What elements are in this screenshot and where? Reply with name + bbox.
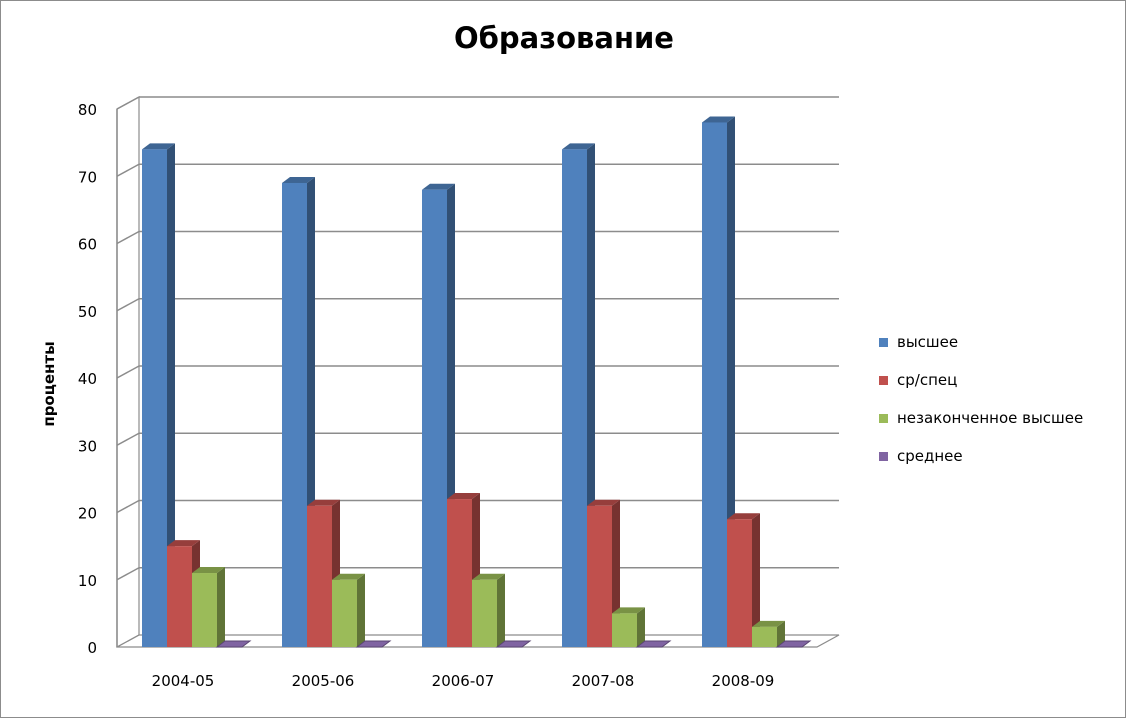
y-tick-label: 40 xyxy=(78,370,97,388)
bar xyxy=(142,149,167,647)
bar-top xyxy=(282,176,315,183)
x-tick-label: 2007-08 xyxy=(572,672,635,690)
bar xyxy=(727,519,752,647)
legend-label: ср/спец xyxy=(897,371,958,389)
bar xyxy=(447,499,472,647)
bar-top xyxy=(167,540,200,547)
bar xyxy=(752,626,777,647)
bar-top xyxy=(307,499,340,506)
y-tick-label: 50 xyxy=(78,303,97,321)
bar-side xyxy=(727,116,735,647)
bar-top xyxy=(192,567,225,574)
bar-top xyxy=(702,116,735,123)
legend-item: ср/спец xyxy=(879,361,1083,399)
bar xyxy=(635,640,672,648)
bar xyxy=(355,640,392,648)
gridline-diagonal xyxy=(116,96,140,110)
y-tick-label: 80 xyxy=(78,101,97,119)
bar-side xyxy=(777,620,785,647)
bar xyxy=(307,505,332,647)
gridline-diagonal xyxy=(116,567,140,581)
legend-swatch xyxy=(879,413,888,423)
bar xyxy=(422,189,447,647)
gridline-diagonal xyxy=(116,499,140,514)
bar xyxy=(215,640,252,648)
bar-top xyxy=(472,573,505,580)
bar-top xyxy=(447,493,480,500)
bar-side xyxy=(357,573,365,647)
legend-item: незаконченное высшее xyxy=(879,399,1083,437)
bar-top xyxy=(587,499,620,506)
legend-label: среднее xyxy=(897,447,963,465)
y-tick-label: 30 xyxy=(78,437,97,455)
gridline-diagonal xyxy=(116,365,140,379)
x-tick-label: 2006-07 xyxy=(432,672,495,690)
legend-label: незаконченное высшее xyxy=(897,409,1084,427)
bar-side xyxy=(167,143,175,647)
bar-top xyxy=(612,607,645,614)
legend-swatch xyxy=(879,375,888,385)
legend-label: высшее xyxy=(897,333,959,351)
bar-top xyxy=(142,143,175,150)
y-tick-label: 60 xyxy=(78,236,97,254)
gridline-diagonal xyxy=(116,163,140,177)
bar-side xyxy=(752,513,760,647)
gridline-diagonal xyxy=(116,298,140,312)
bar-top xyxy=(422,183,455,190)
bar-top xyxy=(727,513,760,520)
bar xyxy=(587,505,612,647)
bar xyxy=(612,613,637,647)
bar xyxy=(702,122,727,647)
legend: высшее ср/спец незаконченное высшее среднее xyxy=(879,323,1083,475)
y-tick-label: 70 xyxy=(78,168,97,186)
bar xyxy=(282,182,307,647)
legend-swatch xyxy=(879,337,888,347)
x-tick-label: 2004-05 xyxy=(152,672,215,690)
x-tick-label: 2008-09 xyxy=(712,672,775,690)
x-tick-label: 2005-06 xyxy=(292,672,355,690)
gridline-diagonal xyxy=(116,432,140,446)
y-tick-label: 0 xyxy=(87,639,97,657)
bar xyxy=(192,573,217,647)
legend-item: высшее xyxy=(879,323,1083,361)
bar xyxy=(562,149,587,647)
bar-top xyxy=(332,573,365,580)
legend-item: среднее xyxy=(879,437,1083,475)
bar-side xyxy=(497,573,505,647)
bar xyxy=(167,546,192,647)
bar-top xyxy=(752,620,785,627)
legend-swatch xyxy=(879,451,888,461)
y-tick-label: 10 xyxy=(78,572,97,590)
bar xyxy=(332,579,357,647)
y-tick-label: 20 xyxy=(78,505,97,523)
bar xyxy=(472,579,497,647)
bar xyxy=(775,640,812,648)
bar-top xyxy=(562,143,595,150)
gridline-diagonal xyxy=(116,230,140,245)
bar-side xyxy=(637,607,645,647)
chart-title: Образование xyxy=(454,21,674,55)
bar xyxy=(495,640,532,648)
bar-side xyxy=(217,567,225,647)
